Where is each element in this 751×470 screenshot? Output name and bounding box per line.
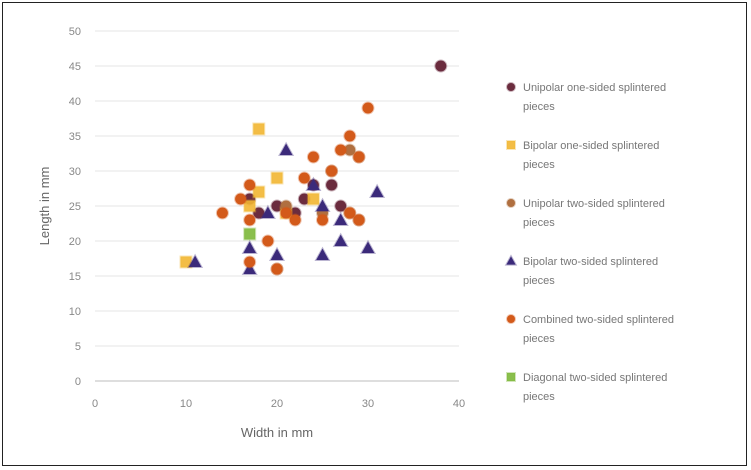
y-tick-label: 35	[69, 131, 81, 143]
legend-marker	[506, 198, 516, 208]
y-tick-label: 30	[69, 166, 81, 178]
x-axis-title: Width in mm	[241, 425, 313, 440]
data-point	[270, 171, 284, 185]
legend: Unipolar one-sided splintered pieces Bipol…	[504, 82, 674, 403]
legend-label: Diagonal two-sided splintered pieces	[523, 372, 667, 403]
data-point	[252, 122, 266, 136]
data-point	[179, 255, 193, 269]
data-point	[288, 213, 302, 227]
legend-marker	[506, 314, 516, 324]
y-tick-label: 25	[69, 201, 81, 213]
data-point	[343, 206, 357, 220]
data-point	[434, 59, 448, 73]
legend-label: Combined two-sided splintered pieces	[523, 314, 674, 345]
data-point	[187, 253, 204, 269]
legend-label: Bipolar two-sided splintered pieces	[523, 256, 658, 287]
y-axis-title: Length in mm	[37, 167, 52, 246]
data-point	[332, 232, 349, 248]
y-tick-label: 0	[75, 376, 81, 388]
chart-frame: 0 5 10 15 20 25 30 35 40 45 50 0 10 20 30 40 Width in …	[2, 2, 747, 466]
data-point	[252, 185, 266, 199]
data-point	[252, 206, 266, 220]
legend-label: Unipolar two-sided splintered pieces	[523, 198, 665, 229]
x-tick-label: 0	[92, 398, 98, 410]
y-tick-label: 50	[69, 26, 81, 38]
y-tick-label: 20	[69, 236, 81, 248]
x-tick-label: 20	[271, 398, 283, 410]
data-point	[316, 213, 329, 227]
data-point	[259, 204, 276, 220]
data-point	[361, 101, 375, 115]
data-point	[241, 239, 258, 255]
legend-marker	[506, 372, 516, 382]
data-point	[352, 150, 366, 164]
data-point	[215, 206, 229, 220]
data-point	[314, 197, 331, 213]
y-tick-label: 15	[69, 271, 81, 283]
data-point	[352, 213, 366, 227]
data-point	[279, 206, 293, 220]
data-point	[359, 239, 377, 255]
scatter-chart: 0 5 10 15 20 25 30 35 40 45 50 0 10 20 30 40 Width in …	[37, 26, 674, 440]
data-point	[234, 192, 248, 206]
data-point	[270, 262, 284, 276]
data-point	[243, 213, 257, 227]
y-tick-label: 5	[75, 341, 81, 353]
y-tick-label: 45	[69, 61, 81, 73]
data-point	[297, 171, 311, 185]
y-tick-label: 40	[69, 96, 81, 108]
x-tick-label: 40	[453, 398, 465, 410]
data-point	[369, 183, 386, 199]
data-point	[334, 143, 348, 157]
data-point	[243, 227, 257, 241]
data-point	[306, 150, 320, 164]
legend-label: Unipolar one-sided splintered pieces	[523, 82, 666, 113]
data-point	[268, 246, 286, 262]
x-axis-ticks: 0 10 20 30 40	[92, 398, 465, 410]
data-point	[243, 255, 257, 269]
data-point	[314, 246, 331, 262]
data-point	[261, 234, 275, 248]
data-points	[179, 59, 448, 276]
y-tick-label: 10	[69, 306, 81, 318]
data-point	[243, 178, 257, 192]
data-point	[243, 199, 257, 213]
legend-marker	[506, 140, 516, 150]
x-tick-label: 10	[180, 398, 192, 410]
x-tick-label: 30	[362, 398, 374, 410]
data-point	[305, 176, 322, 192]
data-point	[325, 164, 339, 178]
data-point	[278, 141, 295, 157]
data-point	[325, 178, 339, 192]
data-point	[306, 192, 320, 206]
legend-marker	[506, 82, 516, 92]
data-point	[334, 199, 348, 213]
legend-label: Bipolar one-sided splintered pieces	[523, 140, 659, 171]
data-point	[343, 129, 357, 143]
legend-marker	[504, 254, 518, 266]
data-point	[332, 211, 349, 227]
y-axis-ticks: 0 5 10 15 20 25 30 35 40 45 50	[69, 26, 81, 388]
data-point	[241, 260, 258, 276]
